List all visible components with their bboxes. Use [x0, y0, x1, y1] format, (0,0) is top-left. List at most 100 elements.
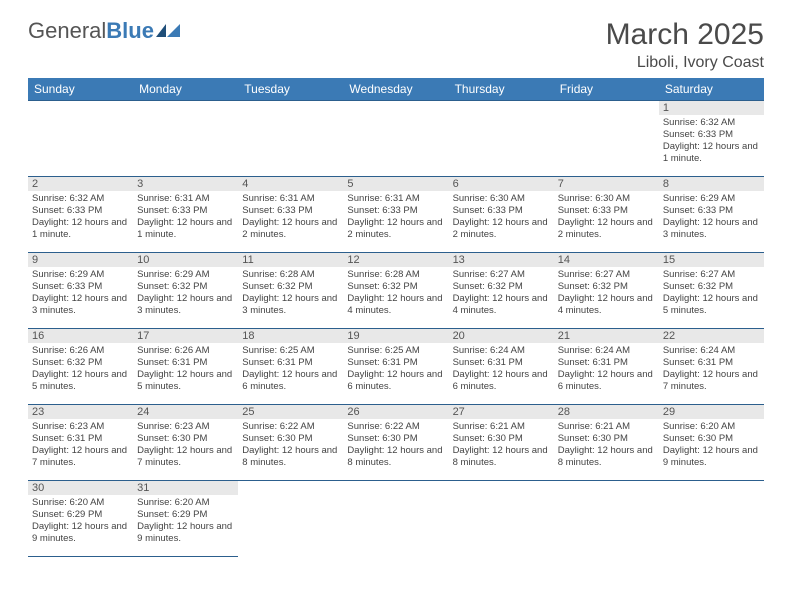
sunrise-text: Sunrise: 6:20 AM: [32, 497, 129, 509]
calendar-cell: [554, 101, 659, 177]
day-header: Friday: [554, 78, 659, 101]
sunrise-text: Sunrise: 6:31 AM: [347, 193, 444, 205]
calendar-cell: 5Sunrise: 6:31 AMSunset: 6:33 PMDaylight…: [343, 177, 448, 253]
day-number: 13: [449, 253, 554, 267]
daylight-text: Daylight: 12 hours and 8 minutes.: [347, 445, 444, 469]
calendar-week: 1Sunrise: 6:32 AMSunset: 6:33 PMDaylight…: [28, 101, 764, 177]
day-details: Sunrise: 6:32 AMSunset: 6:33 PMDaylight:…: [28, 191, 133, 243]
day-header: Monday: [133, 78, 238, 101]
calendar-cell: [449, 101, 554, 177]
calendar-cell: 10Sunrise: 6:29 AMSunset: 6:32 PMDayligh…: [133, 253, 238, 329]
sunrise-text: Sunrise: 6:28 AM: [242, 269, 339, 281]
sunset-text: Sunset: 6:32 PM: [347, 281, 444, 293]
day-details: Sunrise: 6:22 AMSunset: 6:30 PMDaylight:…: [238, 419, 343, 471]
day-header: Tuesday: [238, 78, 343, 101]
sunset-text: Sunset: 6:31 PM: [347, 357, 444, 369]
sunset-text: Sunset: 6:32 PM: [558, 281, 655, 293]
day-number: 16: [28, 329, 133, 343]
calendar-cell: 30Sunrise: 6:20 AMSunset: 6:29 PMDayligh…: [28, 481, 133, 557]
day-details: Sunrise: 6:20 AMSunset: 6:30 PMDaylight:…: [659, 419, 764, 471]
calendar-cell: 27Sunrise: 6:21 AMSunset: 6:30 PMDayligh…: [449, 405, 554, 481]
sunrise-text: Sunrise: 6:21 AM: [453, 421, 550, 433]
daylight-text: Daylight: 12 hours and 2 minutes.: [558, 217, 655, 241]
sunrise-text: Sunrise: 6:24 AM: [663, 345, 760, 357]
day-number: 27: [449, 405, 554, 419]
sunset-text: Sunset: 6:32 PM: [242, 281, 339, 293]
daylight-text: Daylight: 12 hours and 7 minutes.: [663, 369, 760, 393]
day-details: Sunrise: 6:27 AMSunset: 6:32 PMDaylight:…: [554, 267, 659, 319]
day-details: Sunrise: 6:26 AMSunset: 6:31 PMDaylight:…: [133, 343, 238, 395]
sunrise-text: Sunrise: 6:24 AM: [558, 345, 655, 357]
day-number: 21: [554, 329, 659, 343]
calendar-cell: 21Sunrise: 6:24 AMSunset: 6:31 PMDayligh…: [554, 329, 659, 405]
day-header: Sunday: [28, 78, 133, 101]
daylight-text: Daylight: 12 hours and 1 minute.: [663, 141, 760, 165]
daylight-text: Daylight: 12 hours and 9 minutes.: [32, 521, 129, 545]
day-header: Saturday: [659, 78, 764, 101]
sunrise-text: Sunrise: 6:30 AM: [558, 193, 655, 205]
daylight-text: Daylight: 12 hours and 7 minutes.: [32, 445, 129, 469]
day-details: Sunrise: 6:31 AMSunset: 6:33 PMDaylight:…: [238, 191, 343, 243]
sunset-text: Sunset: 6:31 PM: [453, 357, 550, 369]
sunrise-text: Sunrise: 6:25 AM: [347, 345, 444, 357]
day-details: Sunrise: 6:31 AMSunset: 6:33 PMDaylight:…: [343, 191, 448, 243]
calendar-cell: 11Sunrise: 6:28 AMSunset: 6:32 PMDayligh…: [238, 253, 343, 329]
sunset-text: Sunset: 6:31 PM: [32, 433, 129, 445]
day-details: Sunrise: 6:24 AMSunset: 6:31 PMDaylight:…: [449, 343, 554, 395]
sunrise-text: Sunrise: 6:29 AM: [663, 193, 760, 205]
calendar-cell: 20Sunrise: 6:24 AMSunset: 6:31 PMDayligh…: [449, 329, 554, 405]
logo-text-1: General: [28, 18, 106, 44]
sunrise-text: Sunrise: 6:22 AM: [347, 421, 444, 433]
sunset-text: Sunset: 6:33 PM: [663, 205, 760, 217]
sunrise-text: Sunrise: 6:21 AM: [558, 421, 655, 433]
sunset-text: Sunset: 6:30 PM: [453, 433, 550, 445]
day-details: Sunrise: 6:20 AMSunset: 6:29 PMDaylight:…: [28, 495, 133, 547]
sunrise-text: Sunrise: 6:29 AM: [137, 269, 234, 281]
sunset-text: Sunset: 6:32 PM: [137, 281, 234, 293]
logo-flag-icon: [156, 22, 182, 40]
day-details: Sunrise: 6:24 AMSunset: 6:31 PMDaylight:…: [554, 343, 659, 395]
calendar-cell: 15Sunrise: 6:27 AMSunset: 6:32 PMDayligh…: [659, 253, 764, 329]
day-number: 25: [238, 405, 343, 419]
sunrise-text: Sunrise: 6:27 AM: [453, 269, 550, 281]
daylight-text: Daylight: 12 hours and 5 minutes.: [137, 369, 234, 393]
calendar-cell: 24Sunrise: 6:23 AMSunset: 6:30 PMDayligh…: [133, 405, 238, 481]
day-details: Sunrise: 6:21 AMSunset: 6:30 PMDaylight:…: [554, 419, 659, 471]
day-details: Sunrise: 6:30 AMSunset: 6:33 PMDaylight:…: [449, 191, 554, 243]
calendar-cell: 16Sunrise: 6:26 AMSunset: 6:32 PMDayligh…: [28, 329, 133, 405]
calendar-header-row: SundayMondayTuesdayWednesdayThursdayFrid…: [28, 78, 764, 101]
sunrise-text: Sunrise: 6:31 AM: [137, 193, 234, 205]
sunset-text: Sunset: 6:30 PM: [242, 433, 339, 445]
day-details: Sunrise: 6:23 AMSunset: 6:31 PMDaylight:…: [28, 419, 133, 471]
daylight-text: Daylight: 12 hours and 4 minutes.: [558, 293, 655, 317]
day-number: 8: [659, 177, 764, 191]
day-number: 11: [238, 253, 343, 267]
calendar-body: 1Sunrise: 6:32 AMSunset: 6:33 PMDaylight…: [28, 101, 764, 557]
day-number: 19: [343, 329, 448, 343]
day-number: 5: [343, 177, 448, 191]
sunset-text: Sunset: 6:31 PM: [663, 357, 760, 369]
day-number: 1: [659, 101, 764, 115]
sunset-text: Sunset: 6:31 PM: [137, 357, 234, 369]
sunset-text: Sunset: 6:32 PM: [663, 281, 760, 293]
calendar-cell: 3Sunrise: 6:31 AMSunset: 6:33 PMDaylight…: [133, 177, 238, 253]
calendar-cell: 17Sunrise: 6:26 AMSunset: 6:31 PMDayligh…: [133, 329, 238, 405]
sunrise-text: Sunrise: 6:22 AM: [242, 421, 339, 433]
day-details: Sunrise: 6:23 AMSunset: 6:30 PMDaylight:…: [133, 419, 238, 471]
header: GeneralBlue March 2025 Liboli, Ivory Coa…: [28, 18, 764, 72]
sunrise-text: Sunrise: 6:32 AM: [663, 117, 760, 129]
calendar-cell: [449, 481, 554, 557]
day-number: 4: [238, 177, 343, 191]
day-number: 9: [28, 253, 133, 267]
sunset-text: Sunset: 6:32 PM: [453, 281, 550, 293]
calendar-cell: 4Sunrise: 6:31 AMSunset: 6:33 PMDaylight…: [238, 177, 343, 253]
sunrise-text: Sunrise: 6:20 AM: [137, 497, 234, 509]
sunrise-text: Sunrise: 6:27 AM: [558, 269, 655, 281]
sunrise-text: Sunrise: 6:27 AM: [663, 269, 760, 281]
calendar-week: 30Sunrise: 6:20 AMSunset: 6:29 PMDayligh…: [28, 481, 764, 557]
daylight-text: Daylight: 12 hours and 3 minutes.: [663, 217, 760, 241]
day-header: Thursday: [449, 78, 554, 101]
sunrise-text: Sunrise: 6:29 AM: [32, 269, 129, 281]
daylight-text: Daylight: 12 hours and 6 minutes.: [242, 369, 339, 393]
sunset-text: Sunset: 6:33 PM: [32, 281, 129, 293]
